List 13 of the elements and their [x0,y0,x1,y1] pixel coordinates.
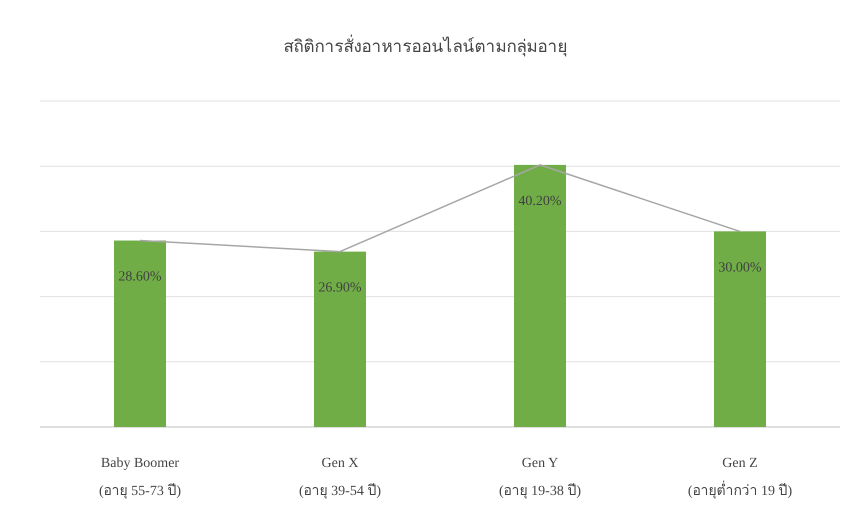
bar [314,252,366,427]
data-label: 40.20% [518,194,562,209]
data-label: 30.00% [718,260,762,276]
bar [114,240,166,427]
x-tick-label: Gen Z (อายุต่ำกว่า 19 ปี) [688,456,792,499]
x-tick-label: Gen Y (อายุ 19-38 ปี) [499,456,582,499]
x-tick-label: Gen X (อายุ 39-54 ปี) [299,456,382,499]
data-label: 26.90% [318,280,362,296]
bar [714,231,766,427]
x-tick-label: Baby Boomer (อายุ 55-73 ปี) [99,456,182,499]
chart-title: สถิติการสั่งอาหารออนไลน์ตามกลุ่มอายุ [284,34,568,57]
bar [514,164,566,427]
data-label: 28.60% [118,270,162,285]
